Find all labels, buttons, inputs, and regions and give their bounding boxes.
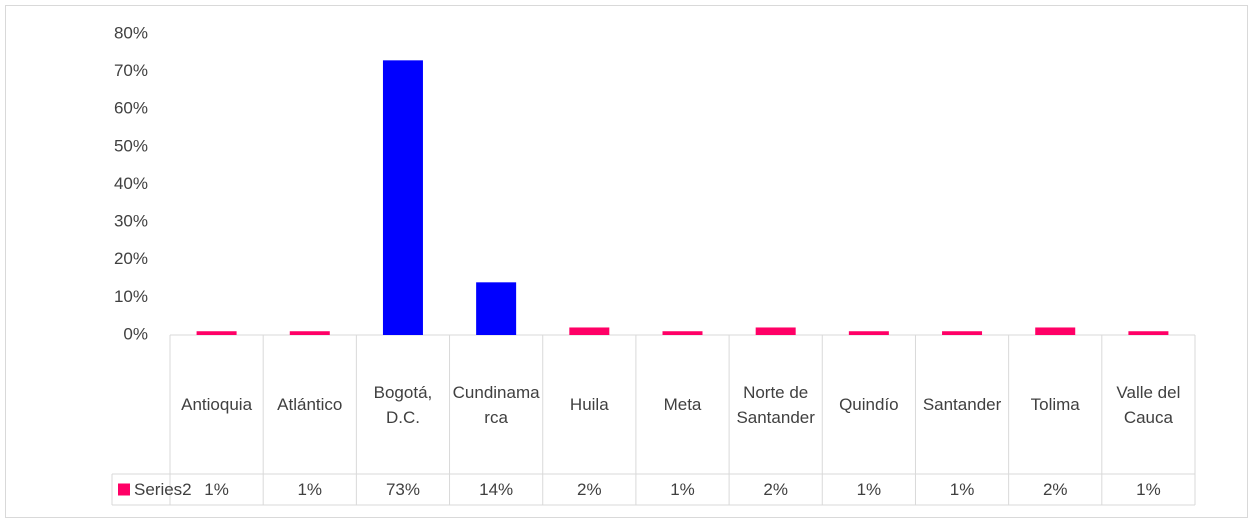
- bar: [755, 327, 796, 335]
- data-table-value: 2%: [1043, 480, 1068, 499]
- data-table-value: 73%: [386, 480, 420, 499]
- bar: [382, 60, 423, 336]
- x-tick-label: Cundinamarca: [452, 382, 540, 427]
- data-table-value: 1%: [297, 480, 322, 499]
- y-tick-label: 40%: [114, 174, 148, 193]
- y-tick-label: 70%: [114, 61, 148, 80]
- data-table-value: 1%: [670, 480, 695, 499]
- data-table-value: 1%: [1136, 480, 1161, 499]
- bar: [569, 327, 610, 335]
- bar: [942, 331, 983, 335]
- data-table-value: 14%: [479, 480, 513, 499]
- y-tick-label: 20%: [114, 249, 148, 268]
- x-tick-label: Huila: [569, 395, 609, 414]
- x-tick-label: Antioquia: [181, 395, 253, 414]
- x-tick-label: Santander: [922, 395, 1002, 414]
- y-tick-label: 0%: [123, 324, 148, 343]
- bar: [1035, 327, 1076, 335]
- x-tick-label: Meta: [663, 395, 702, 414]
- y-tick-label: 60%: [114, 99, 148, 118]
- x-tick-label: Norte de Santander: [736, 382, 815, 427]
- y-tick-label: 50%: [114, 136, 148, 155]
- data-table-value: 1%: [204, 480, 229, 499]
- bar: [848, 331, 889, 335]
- bar: [476, 282, 517, 335]
- data-table-value: 1%: [857, 480, 882, 499]
- data-table-value: 2%: [763, 480, 788, 499]
- y-tick-label: 80%: [114, 23, 148, 42]
- bar: [1128, 331, 1169, 335]
- data-table-value: 1%: [950, 480, 975, 499]
- bar: [196, 331, 237, 335]
- x-tick-label: Quindío: [839, 395, 899, 414]
- bar: [662, 331, 703, 335]
- x-tick-label: Bogotá, D.C.: [373, 382, 433, 427]
- data-table-value: 2%: [577, 480, 602, 499]
- legend-label: Series2: [134, 480, 192, 499]
- x-tick-label: Valle del Cauca: [1116, 382, 1181, 427]
- x-tick-label: Atlántico: [277, 395, 343, 414]
- x-tick-label: Tolima: [1030, 395, 1080, 414]
- bar: [289, 331, 330, 335]
- chart-border: [5, 5, 1248, 518]
- y-tick-label: 30%: [114, 212, 148, 231]
- y-tick-label: 10%: [114, 287, 148, 306]
- legend-swatch: [118, 483, 130, 496]
